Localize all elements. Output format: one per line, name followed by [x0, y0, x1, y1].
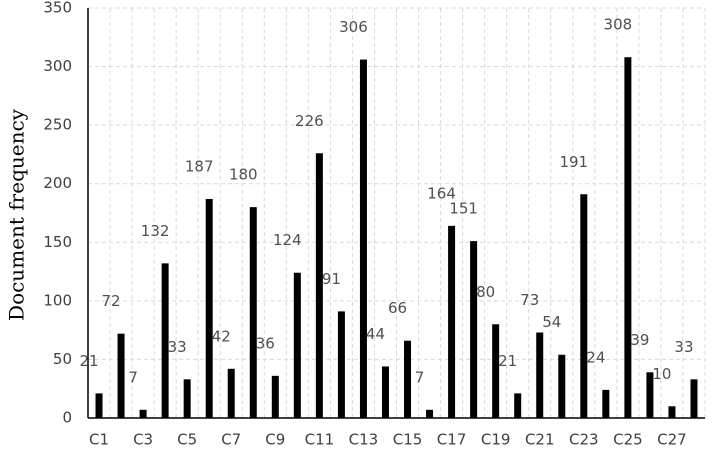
value-label: 306	[339, 18, 368, 36]
bar	[646, 372, 654, 418]
bar	[514, 393, 522, 418]
y-tick-label: 300	[43, 57, 72, 75]
y-tick-label: 50	[53, 350, 72, 368]
value-label: 36	[256, 334, 275, 352]
value-label: 7	[415, 368, 425, 386]
x-tick-label: C7	[221, 431, 241, 449]
bar	[668, 406, 676, 418]
x-tick-label: C25	[613, 431, 643, 449]
y-axis-label: Document frequency	[5, 108, 29, 321]
value-label: 73	[520, 291, 539, 309]
bar	[205, 198, 213, 418]
value-label: 66	[388, 299, 407, 317]
value-label: 21	[79, 352, 98, 370]
bar	[624, 57, 632, 418]
y-tick-label: 250	[43, 116, 72, 134]
bar	[426, 409, 434, 418]
y-tick-label: 150	[43, 233, 72, 251]
x-tick-label: C5	[177, 431, 197, 449]
x-tick-label: C17	[437, 431, 467, 449]
y-tick-label: 350	[43, 0, 72, 17]
value-label: 124	[273, 231, 302, 249]
bar	[492, 324, 500, 418]
value-label: 21	[498, 352, 517, 370]
y-tick-label: 100	[43, 291, 72, 309]
bar	[183, 379, 191, 418]
x-tick-label: C11	[305, 431, 335, 449]
bar	[448, 225, 456, 418]
value-label: 39	[630, 331, 649, 349]
value-label: 164	[427, 184, 456, 202]
value-label: 191	[559, 153, 588, 171]
bar	[602, 389, 610, 418]
value-label: 24	[586, 348, 605, 366]
value-label: 33	[168, 338, 187, 356]
bar	[249, 207, 257, 418]
bar	[558, 354, 566, 418]
x-tick-label: C27	[657, 431, 687, 449]
x-tick-label: C21	[525, 431, 555, 449]
y-tick-label: 200	[43, 174, 72, 192]
bar	[95, 393, 103, 418]
x-tick-label: C3	[133, 431, 153, 449]
x-tick-label: C13	[349, 431, 379, 449]
value-label: 226	[295, 112, 324, 130]
x-tick-label: C23	[569, 431, 599, 449]
bar	[337, 311, 345, 418]
value-label: 80	[476, 283, 495, 301]
bar	[470, 241, 478, 418]
value-label: 7	[128, 368, 138, 386]
x-tick-label: C1	[89, 431, 109, 449]
value-label: 151	[449, 200, 478, 218]
value-label: 10	[652, 365, 671, 383]
value-label: 33	[674, 338, 693, 356]
value-label: 42	[212, 327, 231, 345]
bar	[139, 409, 147, 418]
y-tick-label: 0	[62, 409, 72, 427]
bar	[161, 263, 169, 418]
bar	[359, 59, 367, 419]
value-label: 308	[604, 16, 633, 34]
value-label: 44	[366, 325, 385, 343]
bar	[227, 368, 235, 418]
bar	[117, 333, 125, 418]
x-tick-label: C15	[393, 431, 423, 449]
value-label: 91	[322, 270, 341, 288]
value-label: 180	[229, 166, 258, 184]
bar	[315, 153, 323, 418]
bar	[404, 340, 412, 418]
bar	[271, 375, 279, 418]
value-label: 72	[102, 292, 121, 310]
value-label: 54	[542, 313, 561, 331]
value-label: 187	[185, 157, 214, 175]
bar	[536, 332, 544, 418]
bar	[381, 366, 389, 418]
bar	[580, 194, 588, 418]
x-tick-label: C9	[265, 431, 285, 449]
x-tick-label: C19	[481, 431, 511, 449]
bar	[690, 379, 698, 418]
value-label: 132	[141, 222, 170, 240]
bar	[293, 272, 301, 418]
